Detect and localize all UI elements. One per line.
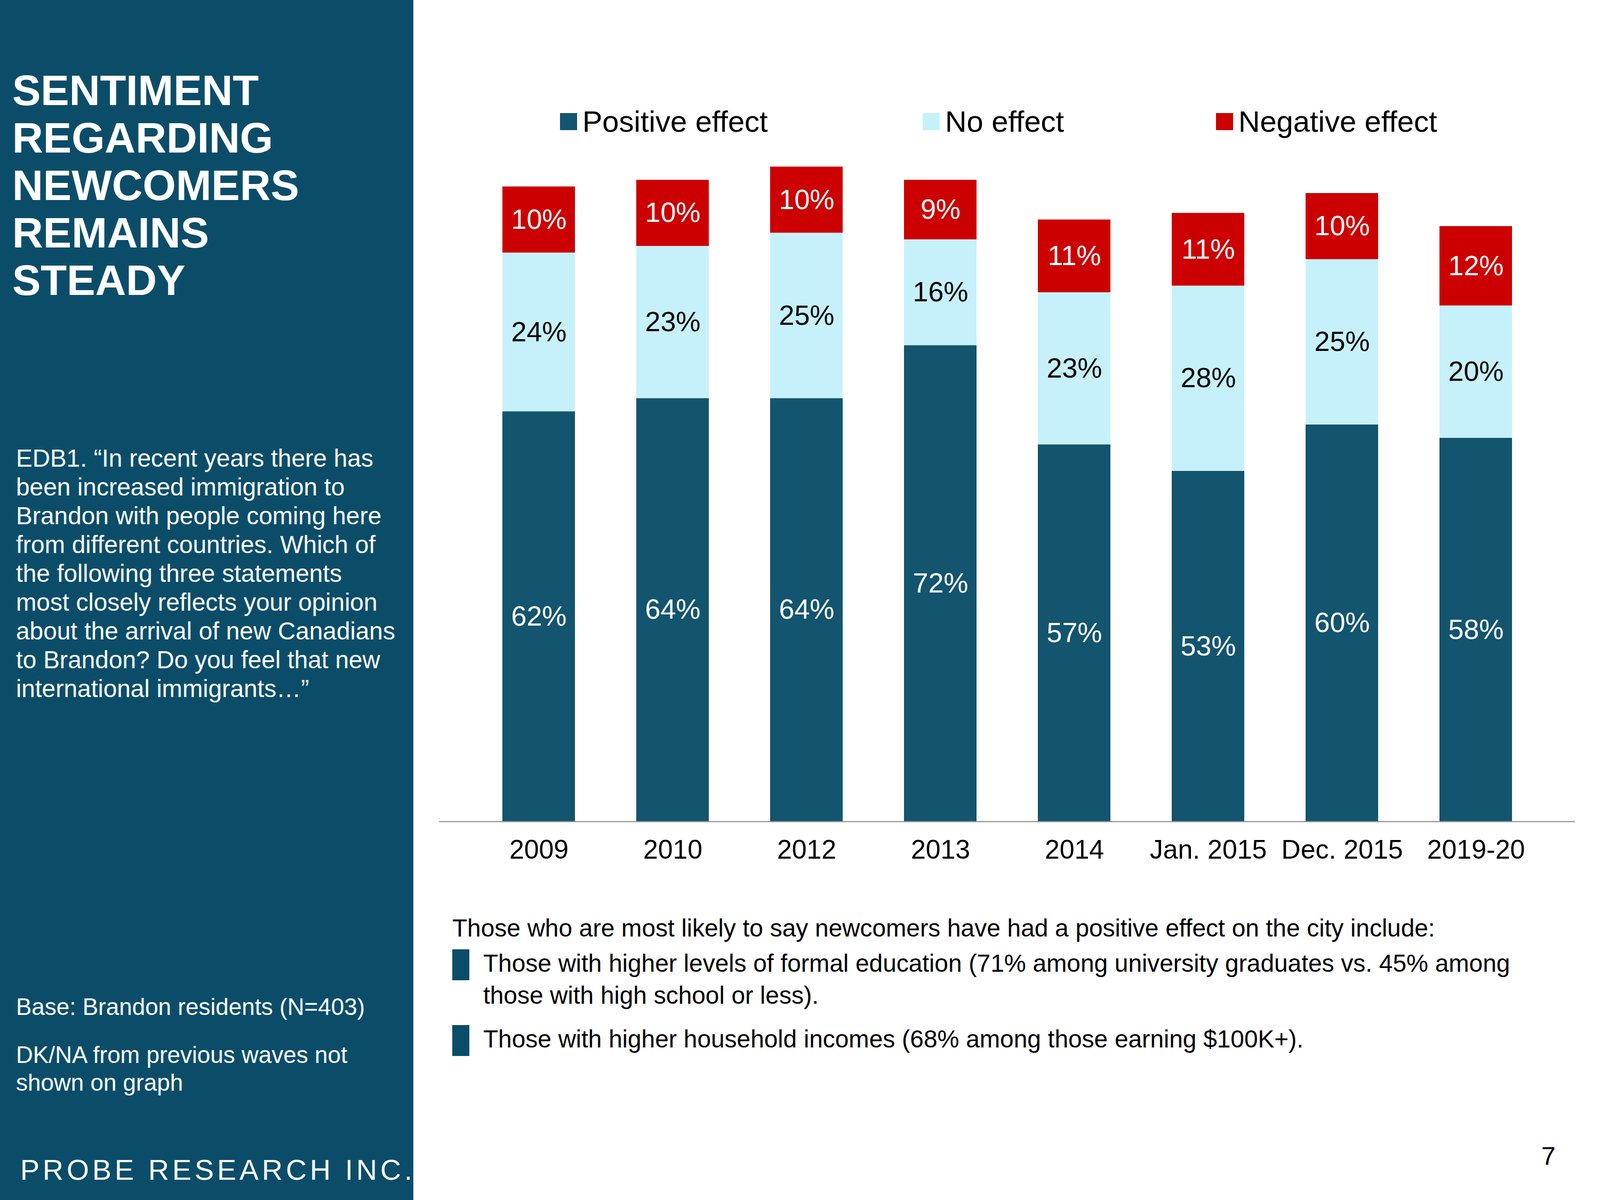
svg-text:64%: 64%: [644, 593, 701, 625]
html-text:DK/NA from previous waves not: DK/NA from previous waves not shown on g…: [16, 1041, 348, 1096]
html-text:Those with higher levels of fo: Those with higher levels of formal educa…: [483, 949, 1511, 1010]
svg-text:2009: 2009: [509, 834, 569, 865]
svg-text:23%: 23%: [644, 306, 701, 338]
html-text:Positive effect: Positive effect: [582, 104, 768, 139]
html-text:SENTIMENT REGARDING NEWCOMERS: SENTIMENT REGARDING NEWCOMERS REMAINS ST…: [12, 66, 300, 304]
svg-text:25%: 25%: [1314, 325, 1370, 357]
svg-text:20%: 20%: [1448, 355, 1504, 387]
html-text:EDB1. “In recent years there h: EDB1. “In recent years there has been in…: [16, 444, 396, 703]
svg-text:9%: 9%: [920, 193, 961, 225]
svg-text:10%: 10%: [1314, 210, 1370, 242]
svg-text:2012: 2012: [777, 834, 837, 865]
svg-text:11%: 11%: [1181, 233, 1235, 265]
svg-text:10%: 10%: [778, 184, 835, 215]
svg-text:28%: 28%: [1180, 362, 1236, 394]
html-text:No effect: No effect: [945, 104, 1065, 139]
svg-text:2019-20: 2019-20: [1427, 834, 1526, 865]
svg-text:60%: 60%: [1314, 606, 1370, 638]
svg-text:57%: 57%: [1046, 617, 1102, 648]
svg-text:10%: 10%: [510, 203, 567, 235]
html-text:Negative effect: Negative effect: [1238, 104, 1438, 139]
svg-text:62%: 62%: [510, 600, 567, 632]
svg-text:Jan. 2015: Jan. 2015: [1149, 834, 1268, 865]
html-text:7: 7: [1541, 1141, 1556, 1171]
svg-text:2010: 2010: [643, 834, 703, 865]
html-text:PROBE RESEARCH INC.: PROBE RESEARCH INC.: [20, 1153, 416, 1186]
svg-text:72%: 72%: [912, 567, 968, 599]
html-text:Those who are most likely to s: Those who are most likely to say newcome…: [452, 914, 1436, 942]
svg-text:10%: 10%: [644, 196, 701, 228]
svg-text:11%: 11%: [1047, 240, 1101, 271]
html-text:Those with higher household in: Those with higher household incomes (68%…: [483, 1025, 1304, 1053]
svg-text:2013: 2013: [910, 834, 971, 865]
svg-text:Dec. 2015: Dec. 2015: [1281, 834, 1404, 865]
html-text:Base: Brandon residents (N=403: Base: Brandon residents (N=403): [16, 993, 365, 1020]
svg-text:25%: 25%: [778, 299, 835, 331]
svg-text:2014: 2014: [1044, 834, 1104, 865]
svg-text:53%: 53%: [1180, 630, 1236, 662]
svg-text:24%: 24%: [510, 316, 567, 348]
svg-text:12%: 12%: [1448, 250, 1504, 282]
svg-text:23%: 23%: [1046, 352, 1102, 384]
svg-text:64%: 64%: [778, 593, 835, 625]
svg-text:58%: 58%: [1448, 613, 1504, 645]
svg-text:16%: 16%: [912, 276, 968, 308]
